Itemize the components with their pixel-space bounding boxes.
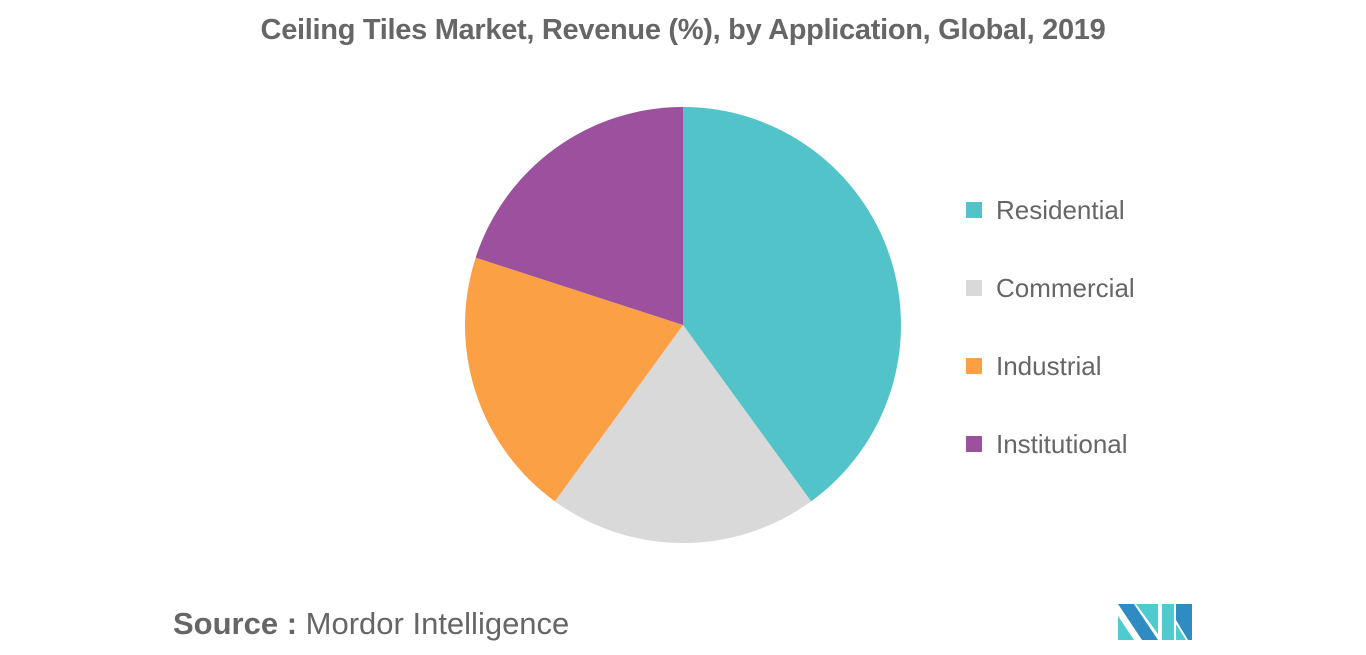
source-key: Source : [173, 606, 298, 641]
legend-label: Residential [996, 194, 1125, 225]
source-value: Mordor Intelligence [305, 606, 570, 641]
legend-label: Commercial [996, 272, 1135, 303]
pie-slice-industrial [465, 257, 683, 502]
legend-label: Industrial [996, 350, 1102, 381]
legend-swatch [966, 358, 982, 374]
pie-chart [465, 107, 901, 543]
legend-item-industrial: Industrial [966, 348, 1135, 384]
legend-swatch [966, 436, 982, 452]
legend-label: Institutional [996, 428, 1128, 459]
legend-item-commercial: Commercial [966, 270, 1135, 306]
pie-slice-commercial [554, 325, 812, 543]
legend-swatch [966, 202, 982, 218]
legend-swatch [966, 280, 982, 296]
legend-item-residential: Residential [966, 192, 1135, 228]
source-note: Source : Mordor Intelligence [173, 606, 569, 642]
pie-slice-residential [683, 107, 901, 502]
legend: Residential Commercial Industrial Instit… [966, 192, 1135, 504]
mordor-intelligence-logo-icon [1118, 604, 1192, 640]
chart-title: Ceiling Tiles Market, Revenue (%), by Ap… [260, 14, 1106, 46]
legend-item-institutional: Institutional [966, 426, 1135, 462]
pie-slice-institutional [475, 107, 683, 325]
